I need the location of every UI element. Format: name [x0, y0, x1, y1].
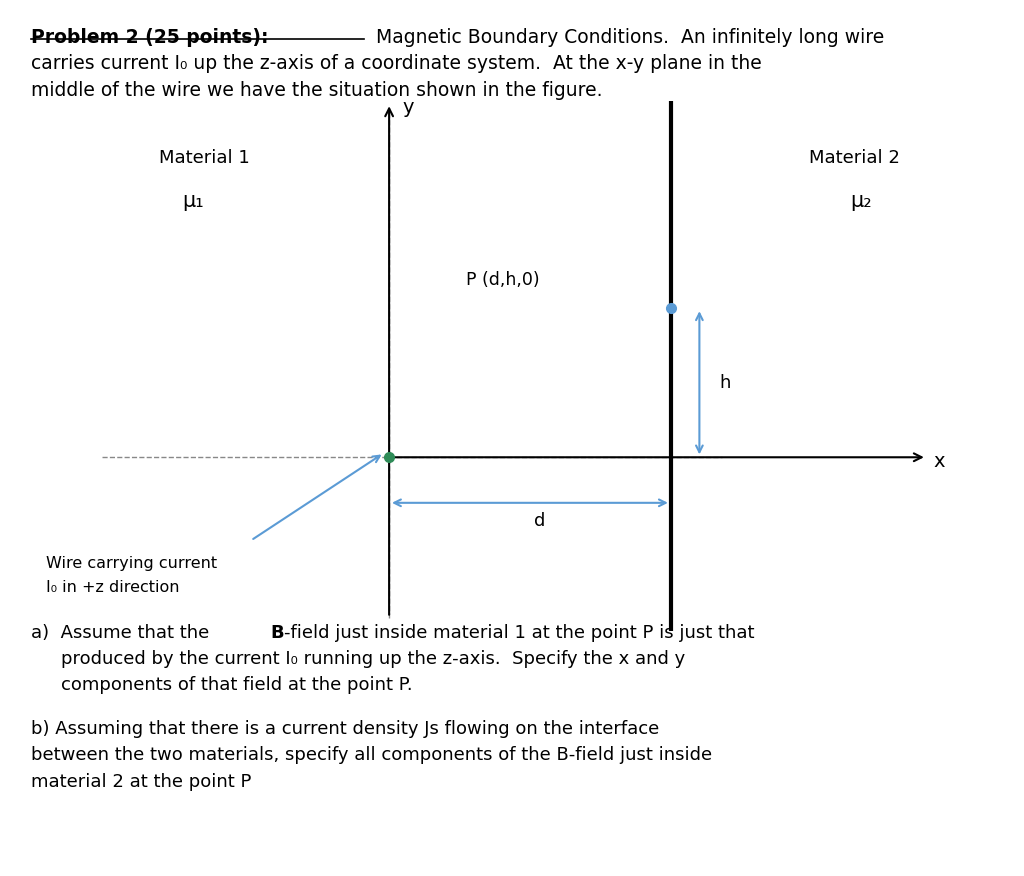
Text: I₀ in +z direction: I₀ in +z direction: [46, 580, 179, 595]
Text: h: h: [720, 374, 731, 392]
Text: between the two materials, specify all components of the B-field just inside: between the two materials, specify all c…: [31, 746, 712, 765]
Text: y: y: [402, 98, 414, 117]
Text: μ₂: μ₂: [850, 192, 871, 211]
Text: d: d: [535, 512, 546, 530]
Text: carries current I₀ up the z-axis of a coordinate system.  At the x-y plane in th: carries current I₀ up the z-axis of a co…: [31, 54, 762, 74]
Text: Material 1: Material 1: [159, 149, 250, 166]
Text: material 2 at the point P: material 2 at the point P: [31, 773, 251, 791]
Text: Problem 2 (25 points):: Problem 2 (25 points):: [31, 28, 268, 47]
Text: Material 2: Material 2: [809, 149, 900, 166]
Text: P (d,h,0): P (d,h,0): [466, 271, 540, 289]
Text: components of that field at the point P.: components of that field at the point P.: [61, 676, 413, 695]
Text: -field just inside material 1 at the point P is just that: -field just inside material 1 at the poi…: [284, 624, 754, 642]
Text: x: x: [934, 452, 945, 471]
Text: B: B: [270, 624, 284, 642]
Text: Wire carrying current: Wire carrying current: [46, 556, 217, 571]
Text: μ₁: μ₁: [182, 192, 204, 211]
Text: produced by the current I₀ running up the z-axis.  Specify the x and y: produced by the current I₀ running up th…: [61, 650, 686, 668]
Text: Magnetic Boundary Conditions.  An infinitely long wire: Magnetic Boundary Conditions. An infinit…: [364, 28, 884, 47]
Text: a)  Assume that the: a) Assume that the: [31, 624, 215, 642]
Text: middle of the wire we have the situation shown in the figure.: middle of the wire we have the situation…: [31, 81, 602, 100]
Text: b) Assuming that there is a current density Js flowing on the interface: b) Assuming that there is a current dens…: [31, 720, 659, 738]
